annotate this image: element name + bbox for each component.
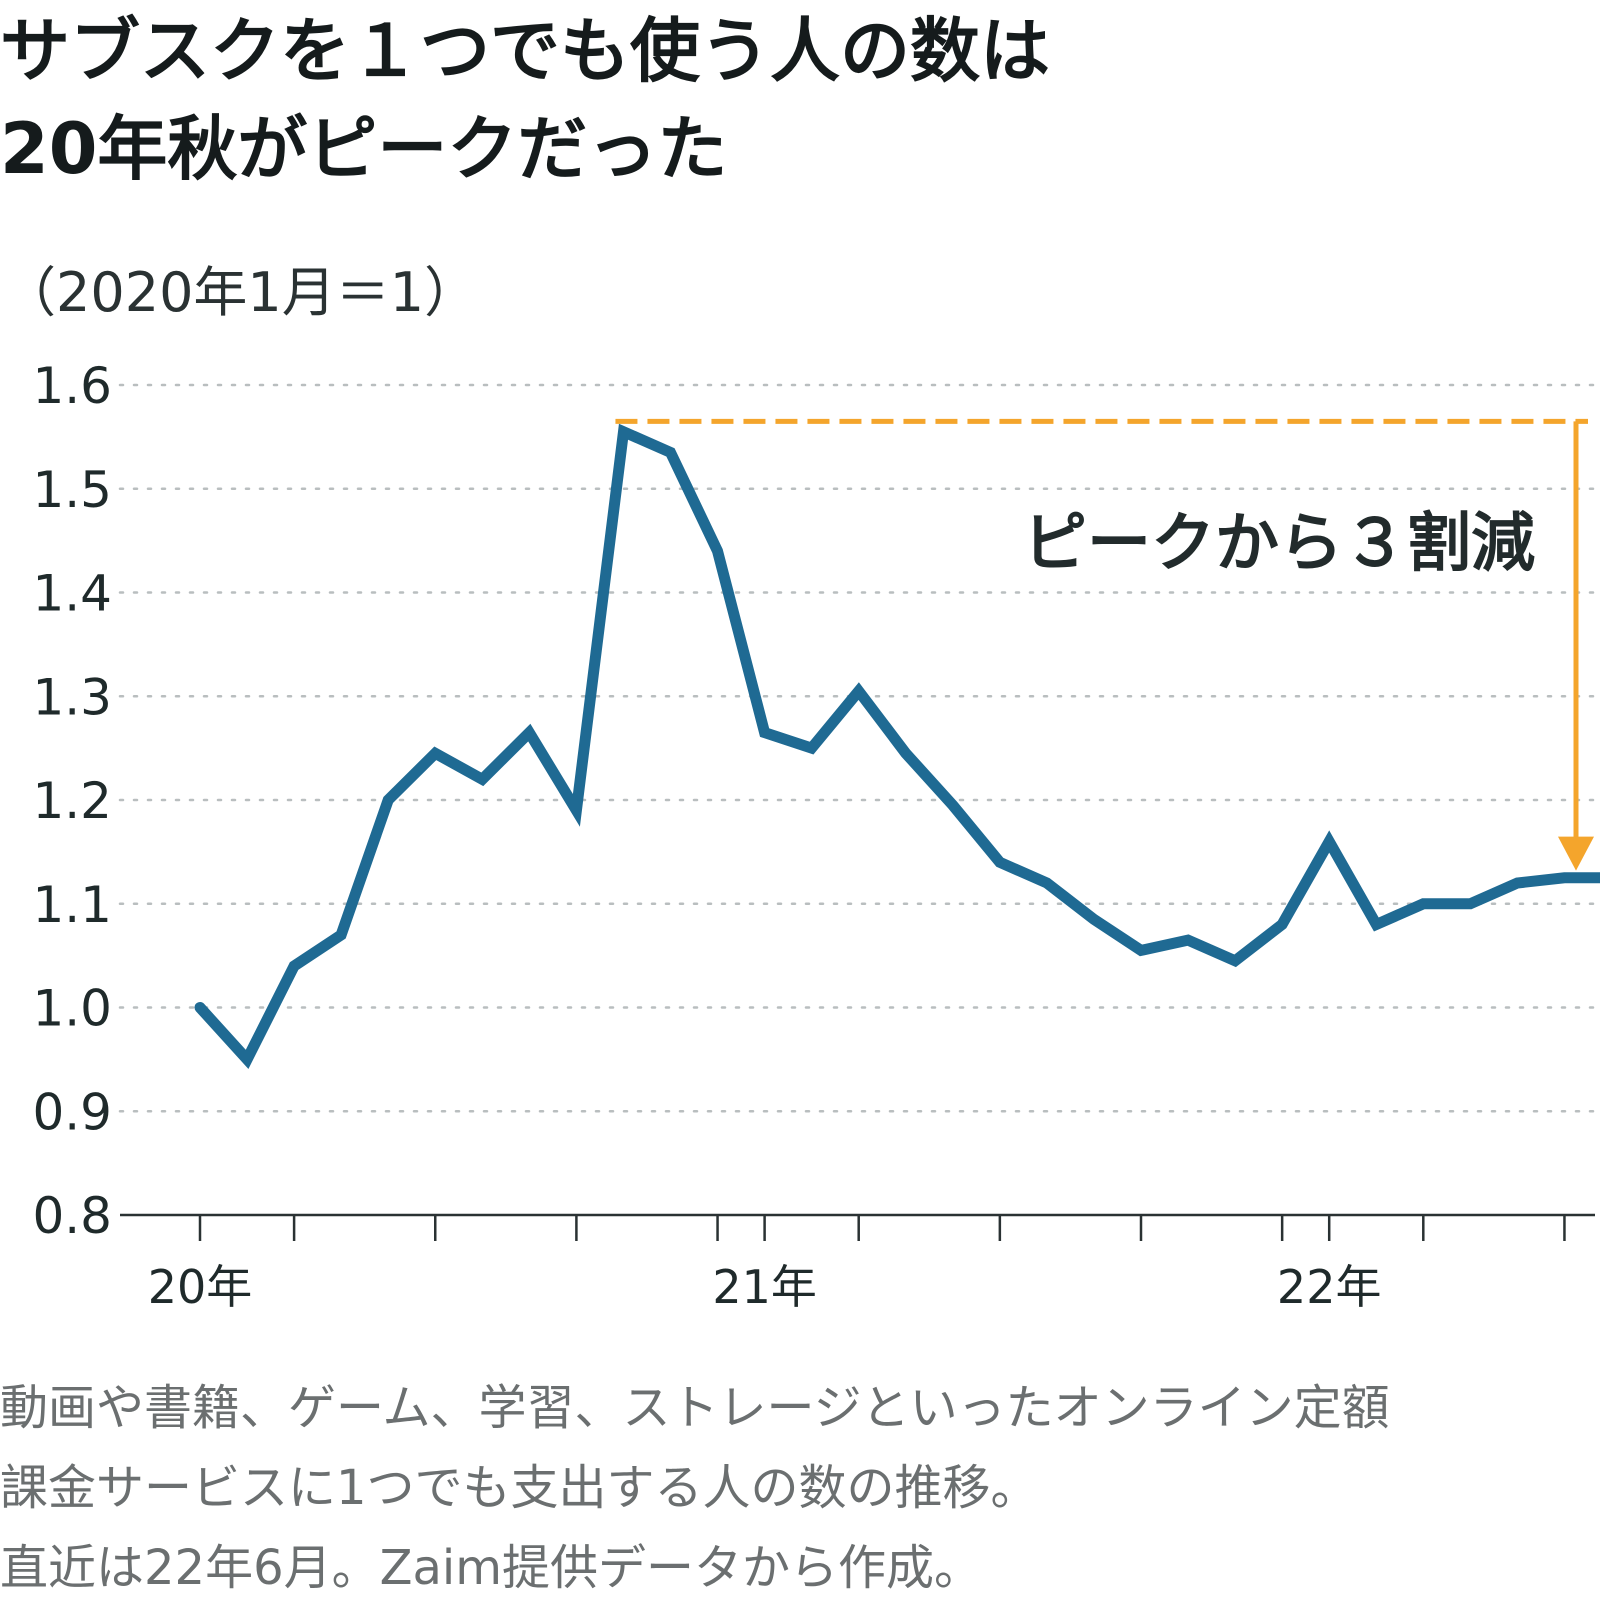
title-line-2: 20年秋がピークだった [0,108,728,190]
y-tick-label-1.2: 1.2 [32,772,112,830]
data-point-2021-05 [952,804,954,806]
x-tick-label-2021-01: 21年 [712,1260,817,1314]
title-line-1: サブスクを１つでも使う人の数は [0,10,1050,92]
series-line-0 [194,423,1600,1070]
y-tick-label-1.0: 1.0 [32,980,112,1038]
caption-line-1: 動画や書籍、ゲーム、学習、ストレージといったオンライン定額 [0,1380,1390,1436]
x-axis-tick-labels: 20年 21年 22年 [148,1260,1382,1314]
data-point-2021-06 [999,861,1001,863]
decline-annotation-text: ピークから３割減 [1023,507,1535,581]
decline-arrow-head [1558,836,1594,871]
data-point-2021-01 [764,732,766,734]
x-axis [120,1213,1595,1241]
x-tick-label-2022-01: 22年 [1277,1260,1382,1314]
y-tick-label-0.8: 0.8 [32,1187,112,1245]
data-point-2022-05 [1516,882,1518,884]
data-point-2021-08 [1093,918,1095,920]
line-chart: 0.8 0.9 1.0 1.1 1.2 1.3 1.4 1.5 1.6 20年 21年 22年 ピー… [32,357,1600,1314]
data-point-2022-04 [1469,903,1471,905]
y-tick-label-0.9: 0.9 [32,1083,112,1141]
y-tick-label-1.4: 1.4 [32,565,112,623]
caption-line-3: 直近は22年6月。Zaim提供データから作成。 [0,1540,983,1596]
data-point-2020-04 [340,934,342,936]
chart-title: サブスクを１つでも使う人の数は 20年秋がピークだった [0,2,1600,198]
data-point-2020-01 [199,1007,201,1009]
data-point-2021-11 [1234,960,1236,962]
chart-caption: 動画や書籍、ゲーム、学習、ストレージといったオンライン定額 課金サービスに1つで… [0,1368,1600,1608]
y-tick-label-1.5: 1.5 [32,461,112,519]
data-point-2021-12 [1281,924,1283,926]
data-point-2020-12 [717,550,719,552]
data-point-2020-09 [575,809,577,811]
y-tick-label-1.1: 1.1 [32,876,112,934]
data-point-2021-07 [1046,882,1048,884]
data-point-2021-04 [905,752,907,754]
data-point-2021-02 [811,747,813,749]
data-point-2021-03 [858,690,860,692]
data-point-2022-06 [1563,877,1565,879]
data-point-2020-03 [293,965,295,967]
y-tick-label-1.6: 1.6 [32,357,112,415]
data-point-2022-01 [1328,841,1330,843]
data-point-2020-06 [434,752,436,754]
data-point-2022-03 [1422,903,1424,905]
y-axis-tick-labels: 0.8 0.9 1.0 1.1 1.2 1.3 1.4 1.5 1.6 [32,357,112,1245]
data-point-2020-02 [246,1058,248,1060]
peak-annotation: ピークから３割減 [615,418,1594,871]
data-point-2020-07 [481,778,483,780]
gridlines [118,383,1597,1113]
x-tick-label-2020-01: 20年 [148,1260,253,1314]
data-point-2021-09 [1140,949,1142,951]
data-point-2022-02 [1375,924,1377,926]
data-point-2020-08 [528,732,530,734]
data-point-2020-10 [622,431,624,433]
data-point-2020-05 [387,799,389,801]
caption-line-2: 課金サービスに1つでも支出する人の数の推移。 [0,1460,1039,1516]
y-axis-unit-label: （2020年1月＝1） [2,261,479,324]
series-line-group [194,423,1600,1070]
y-tick-label-1.3: 1.3 [32,668,112,726]
data-point-2021-10 [1187,939,1189,941]
data-point-2020-11 [670,451,672,453]
